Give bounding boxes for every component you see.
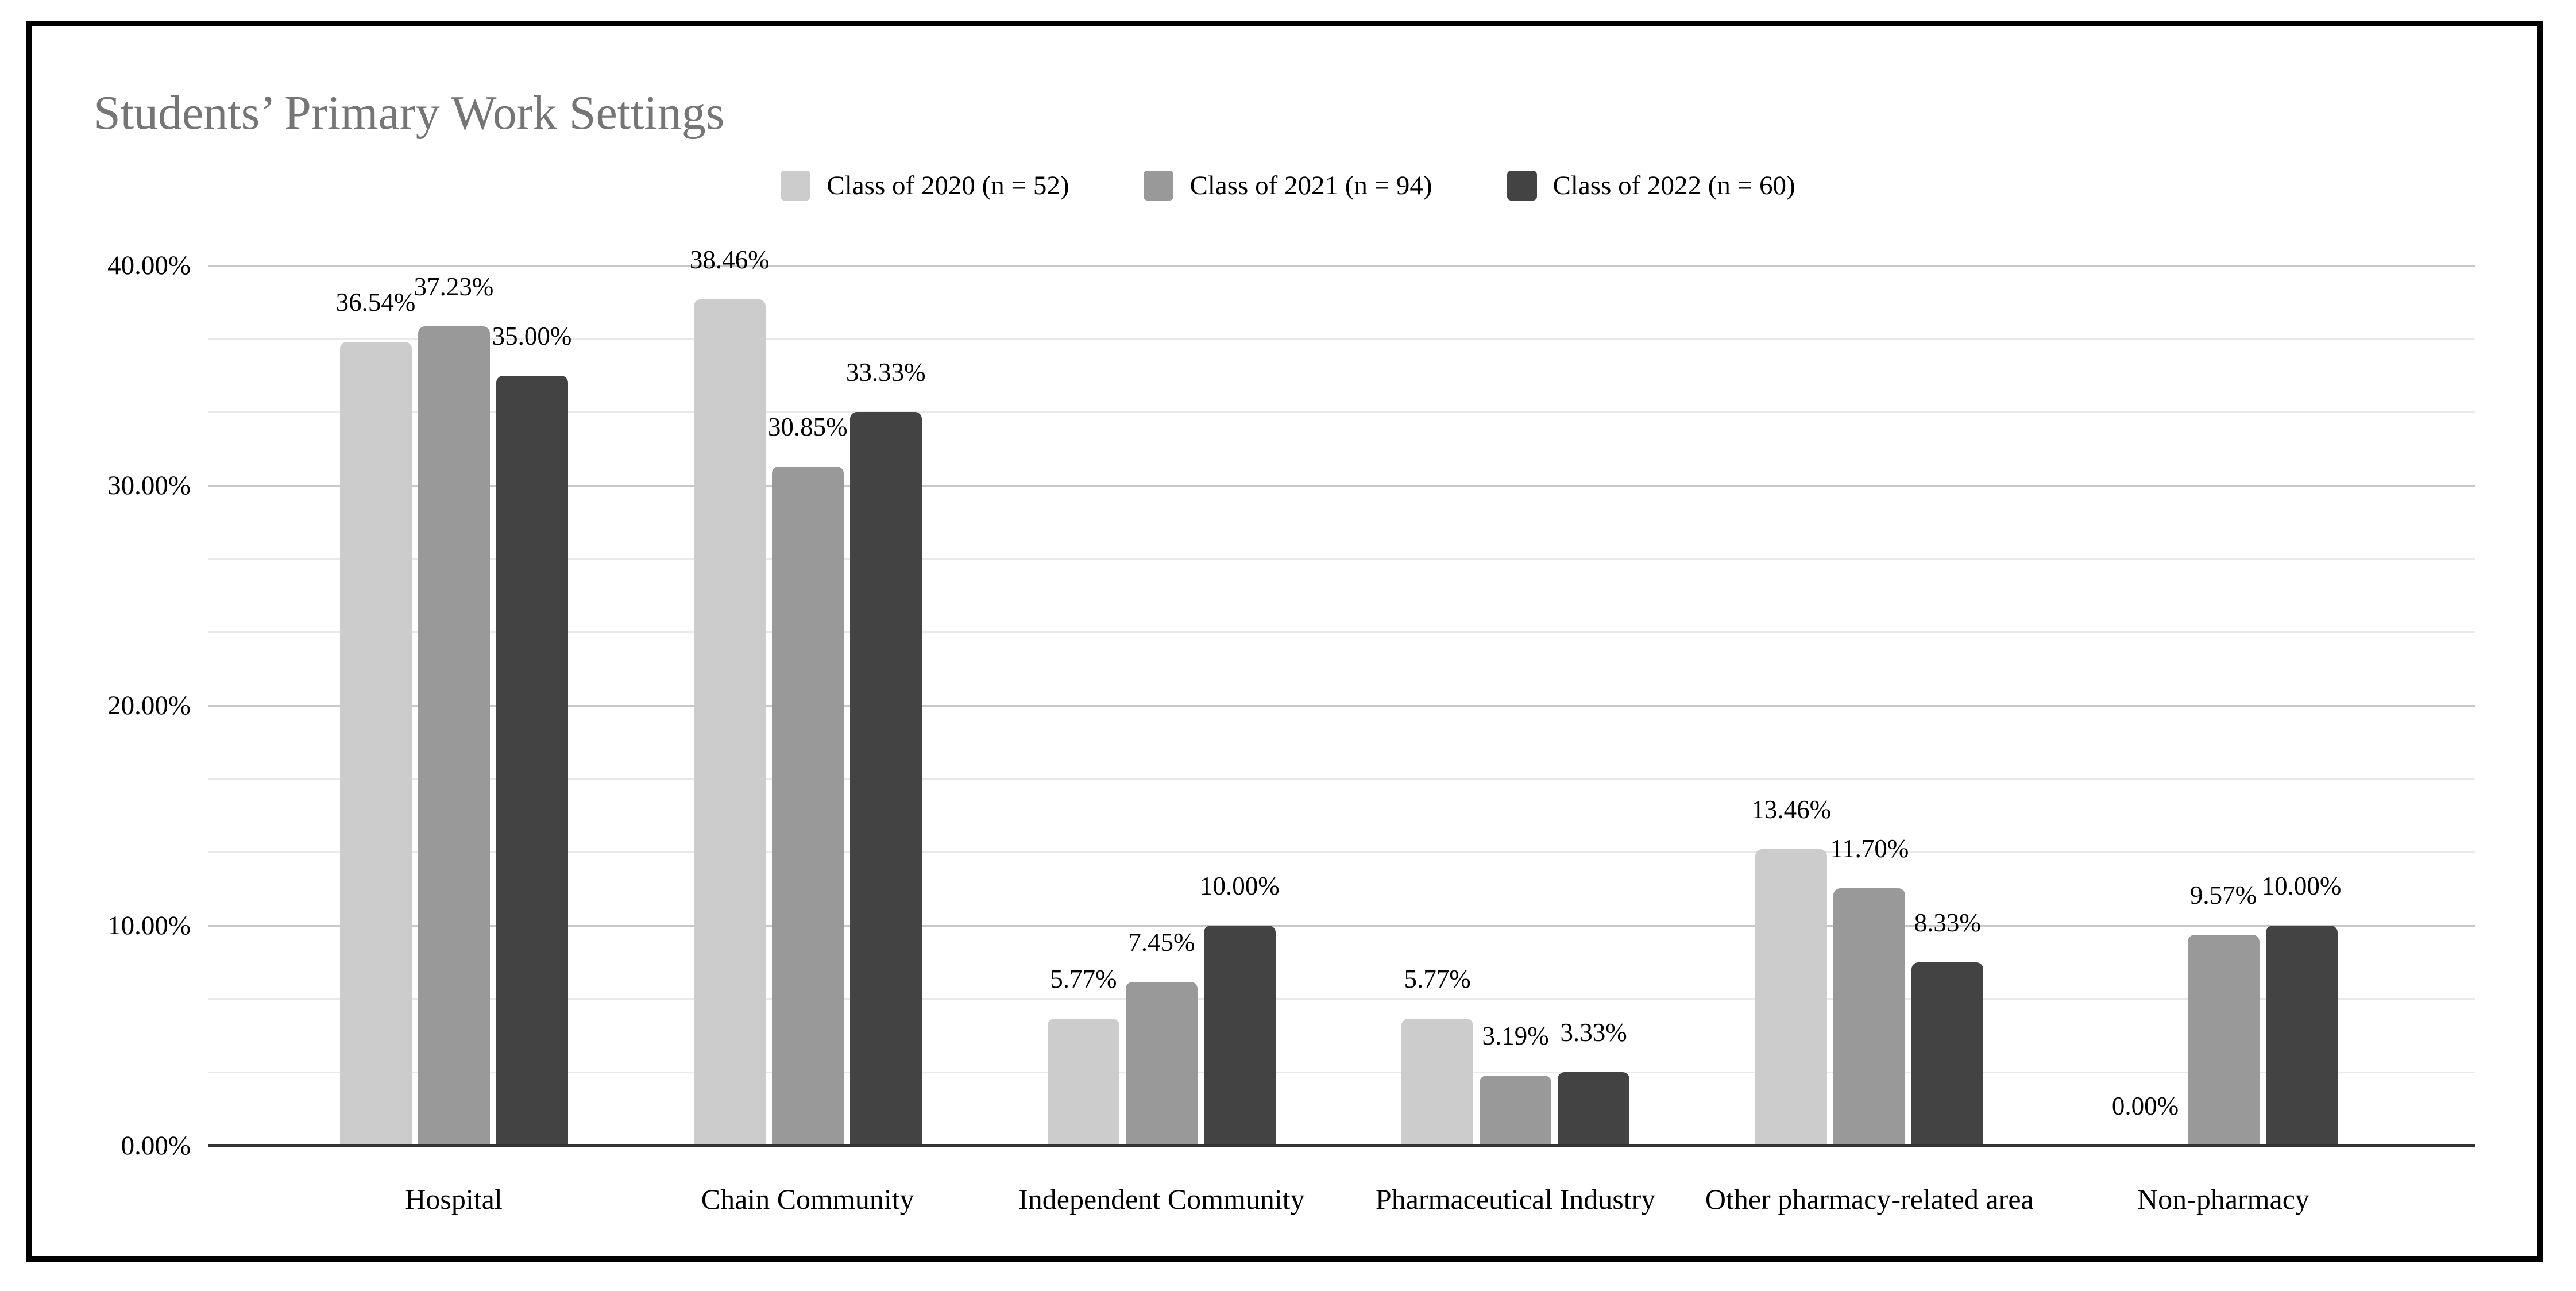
bar-value-label: 3.33% (1560, 1018, 1627, 1047)
minor-gridline (208, 338, 2475, 340)
bar-value-label: 9.57% (2189, 881, 2257, 910)
bar (496, 375, 568, 1146)
minor-gridline (208, 851, 2475, 853)
bar-value-label: 0.00% (2111, 1092, 2179, 1120)
bar-value-label: 10.00% (2261, 872, 2342, 900)
bar (1755, 849, 1828, 1146)
y-tick-label: 30.00% (107, 471, 191, 500)
bar (1833, 888, 1906, 1146)
legend: Class of 2020 (n = 52) Class of 2021 (n =… (0, 170, 2576, 201)
major-gridline (208, 704, 2475, 707)
bar-value-label: 33.33% (845, 358, 926, 387)
bar-value-label: 37.23% (414, 272, 494, 302)
bar-value-label: 5.77% (1404, 965, 1471, 993)
bar-value-label: 7.45% (1128, 927, 1195, 957)
bar-value-label: 30.85% (767, 413, 848, 442)
bar (2265, 926, 2338, 1146)
minor-gridline (208, 778, 2475, 780)
major-gridline (208, 264, 2475, 267)
x-category-label: Other pharmacy-related area (1705, 1183, 2034, 1215)
bar-value-label: 8.33% (1914, 908, 1981, 937)
bar-value-label: 38.46% (689, 245, 770, 274)
legend-swatch (1507, 171, 1537, 201)
bar-value-label: 5.77% (1050, 965, 1117, 993)
x-category-label: Hospital (405, 1183, 503, 1215)
legend-swatch (781, 171, 811, 201)
bar-value-label: 3.19% (1482, 1021, 1549, 1050)
y-tick-label: 40.00% (107, 251, 191, 280)
x-category-label: Non-pharmacy (2137, 1183, 2309, 1215)
bar-value-label: 36.54% (335, 287, 416, 317)
x-category-label: Independent Community (1018, 1183, 1305, 1215)
minor-gridline (208, 631, 2475, 633)
bar (849, 412, 922, 1146)
legend-swatch (1144, 171, 1174, 201)
bar (693, 299, 766, 1146)
bar (1401, 1019, 1474, 1146)
major-gridline (208, 924, 2475, 927)
legend-label: Class of 2022 (n = 60) (1552, 171, 1795, 201)
legend-label: Class of 2021 (n = 94) (1189, 171, 1432, 201)
legend-label: Class of 2020 (n = 52) (827, 171, 1069, 201)
minor-gridline (208, 411, 2475, 413)
x-axis-line (208, 1144, 2475, 1147)
y-tick-label: 20.00% (107, 691, 191, 720)
bar (418, 326, 490, 1146)
bar-value-label: 35.00% (492, 321, 572, 350)
bar (1558, 1072, 1630, 1146)
bar (339, 341, 412, 1146)
legend-item: Class of 2022 (n = 60) (1507, 170, 1795, 201)
minor-gridline (208, 1071, 2475, 1073)
x-category-label: Pharmaceutical Industry (1375, 1183, 1656, 1215)
bar-value-label: 13.46% (1751, 795, 1832, 824)
major-gridline (208, 484, 2475, 487)
bar-value-label: 11.70% (1830, 834, 1909, 863)
legend-item: Class of 2021 (n = 94) (1144, 170, 1432, 201)
bar (2187, 935, 2260, 1146)
minor-gridline (208, 558, 2475, 560)
minor-gridline (208, 998, 2475, 1000)
chart-title: Students’ Primary Work Settings (94, 86, 725, 140)
bar (1911, 962, 1984, 1146)
x-category-label: Chain Community (701, 1183, 914, 1215)
y-tick-label: 0.00% (121, 1131, 191, 1161)
bar (771, 467, 844, 1146)
bar (1047, 1019, 1119, 1146)
bar (1125, 981, 1198, 1146)
legend-item: Class of 2020 (n = 52) (781, 170, 1069, 201)
bar-value-label: 10.00% (1200, 872, 1280, 900)
bar (1480, 1075, 1552, 1146)
bar (1203, 926, 1276, 1146)
y-tick-label: 10.00% (107, 911, 191, 941)
